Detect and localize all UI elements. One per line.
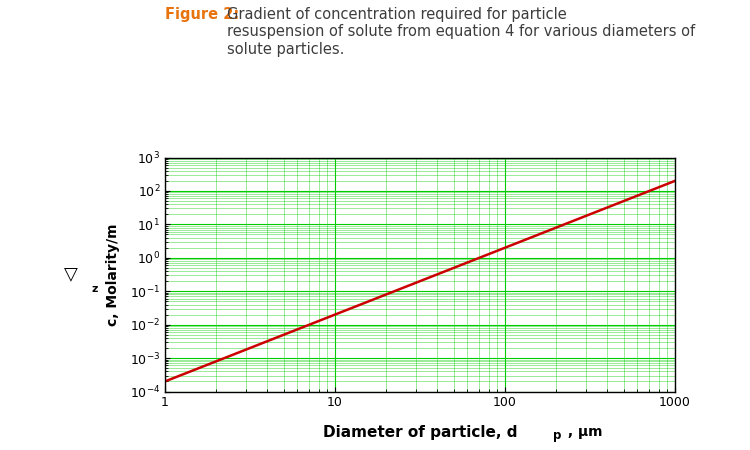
- Text: ▽: ▽: [64, 266, 78, 284]
- Text: c, Molarity/m: c, Molarity/m: [106, 223, 120, 326]
- Text: Figure 2:: Figure 2:: [165, 7, 239, 22]
- Text: z: z: [91, 284, 98, 294]
- Text: Gradient of concentration required for particle
resuspension of solute from equa: Gradient of concentration required for p…: [227, 7, 695, 57]
- Text: , μm: , μm: [563, 425, 603, 439]
- Text: p: p: [553, 429, 561, 442]
- Text: Diameter of particle, d: Diameter of particle, d: [322, 424, 518, 440]
